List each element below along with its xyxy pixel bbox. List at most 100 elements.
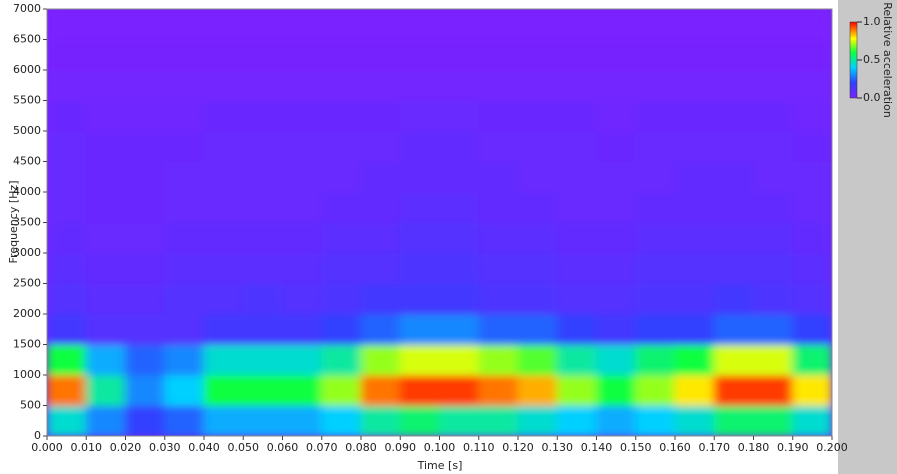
- heatmap-cell: [243, 100, 283, 132]
- heatmap-cell: [125, 100, 165, 132]
- heatmap-cell: [125, 39, 165, 71]
- y-tick-label: 1000: [13, 368, 41, 381]
- heatmap-cell: [518, 222, 558, 254]
- heatmap-cell: [675, 375, 715, 407]
- x-tick-label: 0.130: [542, 441, 574, 454]
- heatmap-cell: [478, 70, 518, 102]
- heatmap-cell: [164, 222, 204, 254]
- heatmap-cell: [125, 405, 165, 437]
- heatmap-cell: [243, 222, 283, 254]
- heatmap-cell: [282, 283, 322, 315]
- heatmap-cell: [675, 100, 715, 132]
- heatmap-cell: [439, 314, 479, 346]
- heatmap-cell: [47, 375, 87, 407]
- heatmap-cell: [164, 192, 204, 224]
- heatmap-cell: [714, 131, 754, 163]
- heatmap-cell: [204, 9, 244, 41]
- heatmap-cell: [361, 375, 401, 407]
- heatmap-cell: [204, 70, 244, 102]
- heatmap-cell: [792, 100, 832, 132]
- heatmap-cell: [164, 314, 204, 346]
- heatmap-cell: [753, 161, 793, 193]
- heatmap-cell: [321, 253, 361, 285]
- heatmap-cell: [596, 161, 636, 193]
- heatmap-cell: [86, 9, 126, 41]
- heatmap-cell: [596, 253, 636, 285]
- heatmap-cell: [635, 405, 675, 437]
- colorbar-title: Relative acceleration: [881, 2, 894, 118]
- heatmap-cell: [321, 314, 361, 346]
- heatmap-cell: [557, 161, 597, 193]
- heatmap-cell: [635, 375, 675, 407]
- heatmap-cell: [47, 9, 87, 41]
- heatmap-cell: [478, 222, 518, 254]
- heatmap-cell: [792, 39, 832, 71]
- heatmap-cell: [86, 253, 126, 285]
- heatmap-cell: [596, 39, 636, 71]
- heatmap-cell: [557, 314, 597, 346]
- heatmap-cell: [714, 314, 754, 346]
- y-tick-label: 1500: [13, 338, 41, 351]
- x-tick-label: 0.120: [502, 441, 534, 454]
- heatmap-cell: [86, 375, 126, 407]
- x-tick-label: 0.040: [188, 441, 220, 454]
- heatmap-cell: [282, 70, 322, 102]
- heatmap-cell: [400, 192, 440, 224]
- x-tick-label: 0.050: [228, 441, 260, 454]
- heatmap-cell: [557, 9, 597, 41]
- heatmap-cell: [675, 70, 715, 102]
- heatmap-cell: [557, 253, 597, 285]
- x-tick-label: 0.070: [306, 441, 338, 454]
- heatmap-cell: [675, 161, 715, 193]
- heatmap-cell: [282, 131, 322, 163]
- heatmap-cell: [47, 131, 87, 163]
- heatmap-cell: [400, 39, 440, 71]
- heatmap-cell: [635, 131, 675, 163]
- heatmap-cell: [518, 70, 558, 102]
- heatmap-cell: [635, 39, 675, 71]
- heatmap-cell: [596, 131, 636, 163]
- heatmap-cell: [714, 9, 754, 41]
- heatmap-cell: [753, 39, 793, 71]
- heatmap-cell: [125, 131, 165, 163]
- heatmap-cell: [635, 283, 675, 315]
- heatmap-cell: [753, 283, 793, 315]
- heatmap-cell: [204, 131, 244, 163]
- heatmap-cell: [635, 9, 675, 41]
- heatmap-cell: [792, 9, 832, 41]
- heatmap-cell: [361, 222, 401, 254]
- heatmap-cell: [792, 375, 832, 407]
- heatmap-cell: [753, 100, 793, 132]
- heatmap-cell: [557, 192, 597, 224]
- heatmap-cell: [282, 192, 322, 224]
- heatmap-cell: [714, 100, 754, 132]
- heatmap-cell: [714, 70, 754, 102]
- heatmap-cell: [361, 9, 401, 41]
- heatmap-cell: [361, 70, 401, 102]
- heatmap-cell: [47, 344, 87, 376]
- y-tick-label: 3000: [13, 246, 41, 259]
- heatmap-cell: [400, 131, 440, 163]
- heatmap-cell: [596, 192, 636, 224]
- heatmap-cell: [321, 405, 361, 437]
- heatmap-cell: [596, 344, 636, 376]
- colorbar-tick-label: 0.0: [863, 91, 881, 104]
- heatmap-cell: [596, 375, 636, 407]
- heatmap-cell: [557, 405, 597, 437]
- x-tick-label: 0.200: [816, 441, 848, 454]
- heatmap-cell: [635, 192, 675, 224]
- heatmap-cell: [125, 9, 165, 41]
- heatmap-cell: [361, 161, 401, 193]
- heatmap-cell: [321, 375, 361, 407]
- heatmap-cell: [753, 131, 793, 163]
- heatmap-cell: [361, 283, 401, 315]
- heatmap-cell: [714, 39, 754, 71]
- colorbar-tick-label: 1.0: [863, 15, 881, 28]
- heatmap-cell: [635, 314, 675, 346]
- y-tick-label: 3500: [13, 216, 41, 229]
- x-tick-label: 0.160: [659, 441, 691, 454]
- heatmap-cell: [164, 344, 204, 376]
- x-tick-label: 0.060: [267, 441, 299, 454]
- x-tick-label: 0.090: [385, 441, 417, 454]
- heatmap-cell: [86, 405, 126, 437]
